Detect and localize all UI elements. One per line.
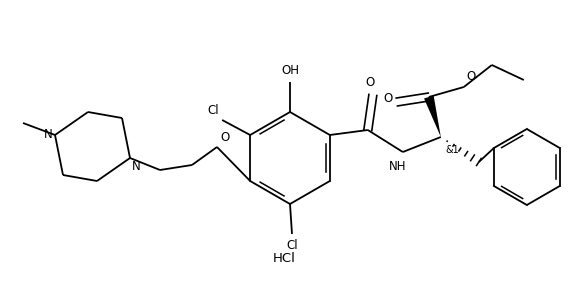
Text: OH: OH — [281, 64, 299, 77]
Text: NH: NH — [389, 160, 407, 173]
Text: Cl: Cl — [208, 104, 219, 117]
Text: O: O — [220, 131, 229, 144]
Polygon shape — [424, 96, 441, 137]
Text: &1: &1 — [446, 145, 460, 155]
Text: HCl: HCl — [273, 251, 295, 264]
Text: O: O — [467, 70, 476, 83]
Text: Cl: Cl — [286, 239, 298, 252]
Text: N: N — [44, 128, 53, 141]
Text: N: N — [132, 160, 141, 173]
Text: O: O — [384, 92, 393, 105]
Text: O: O — [365, 76, 374, 89]
